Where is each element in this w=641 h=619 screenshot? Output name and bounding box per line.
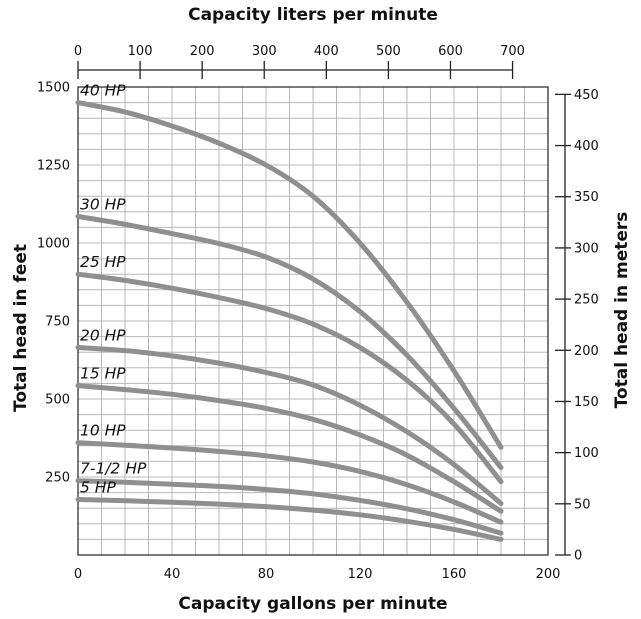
curve-label-7-1-2-hp: 7-1/2 HP <box>80 460 147 478</box>
x-top-tick-label: 300 <box>252 44 277 59</box>
curve-layer: 40 HP 30 HP 25 HP 20 HP 15 HP 10 HP 7-1/2 HP5 … <box>75 82 504 542</box>
curve-label-40-hp: 40 HP <box>80 82 126 100</box>
x-top-axis-title: Capacity liters per minute <box>188 5 438 25</box>
x-axis-title: Capacity gallons per minute <box>178 594 447 614</box>
y-tick-label: 1250 <box>37 159 70 174</box>
x-top-tick-label: 600 <box>438 44 463 59</box>
y-tick-label: 750 <box>45 315 70 330</box>
curve-label-10-hp: 10 HP <box>80 422 126 440</box>
x-top-tick-label: 200 <box>190 44 215 59</box>
curve-label-15-hp: 15 HP <box>80 365 126 383</box>
curve-15-hp <box>75 383 504 514</box>
y-axis-title: Total head in feet <box>11 244 31 412</box>
x-tick-label: 0 <box>74 567 82 582</box>
y-right-axis-title: Total head in meters <box>612 212 632 409</box>
y-right-tick-label: 350 <box>574 190 599 205</box>
x-top-tick-label: 400 <box>314 44 339 59</box>
curve-5-hp <box>75 497 504 542</box>
x-tick-label: 80 <box>258 567 275 582</box>
y-right-tick-label: 50 <box>574 497 591 512</box>
x-tick-label: 120 <box>348 567 373 582</box>
curve-label-30-hp: 30 HP <box>80 195 126 213</box>
plot-frame <box>77 86 549 556</box>
x-top-tick-label: 700 <box>500 44 525 59</box>
y-right-tick-label: 100 <box>574 446 599 461</box>
y-right-tick-label: 300 <box>574 241 599 256</box>
curve-30-hp <box>75 214 504 471</box>
y-tick-label: 1500 <box>37 81 70 96</box>
y-tick-label: 1000 <box>37 237 70 252</box>
x-tick-label: 200 <box>536 567 561 582</box>
y-right-tick-label: 400 <box>574 139 599 154</box>
x-top-tick-label: 500 <box>376 44 401 59</box>
curve-label-5-hp: 5 HP <box>80 478 116 496</box>
curve-20-hp <box>75 345 504 506</box>
y-right-tick-label: 450 <box>574 88 599 103</box>
curve-7-1-2-hp <box>75 478 504 536</box>
curve-label-20-hp: 20 HP <box>80 327 126 345</box>
curve-label-25-hp: 25 HP <box>80 253 126 271</box>
curve-25-hp <box>75 271 504 485</box>
curve-40-hp <box>75 100 504 450</box>
y-tick-label: 500 <box>45 393 70 408</box>
y-right-tick-label: 0 <box>574 549 582 564</box>
y-right-tick-label: 250 <box>574 293 599 308</box>
x-top-tick-label: 100 <box>128 44 153 59</box>
x-tick-label: 160 <box>442 567 467 582</box>
y-right-tick-label: 150 <box>574 395 599 410</box>
x-top-tick-label: 0 <box>74 44 82 59</box>
curve-10-hp <box>75 440 504 525</box>
y-tick-label: 250 <box>45 471 70 486</box>
y-right-tick-label: 200 <box>574 344 599 359</box>
x-tick-label: 40 <box>164 567 181 582</box>
